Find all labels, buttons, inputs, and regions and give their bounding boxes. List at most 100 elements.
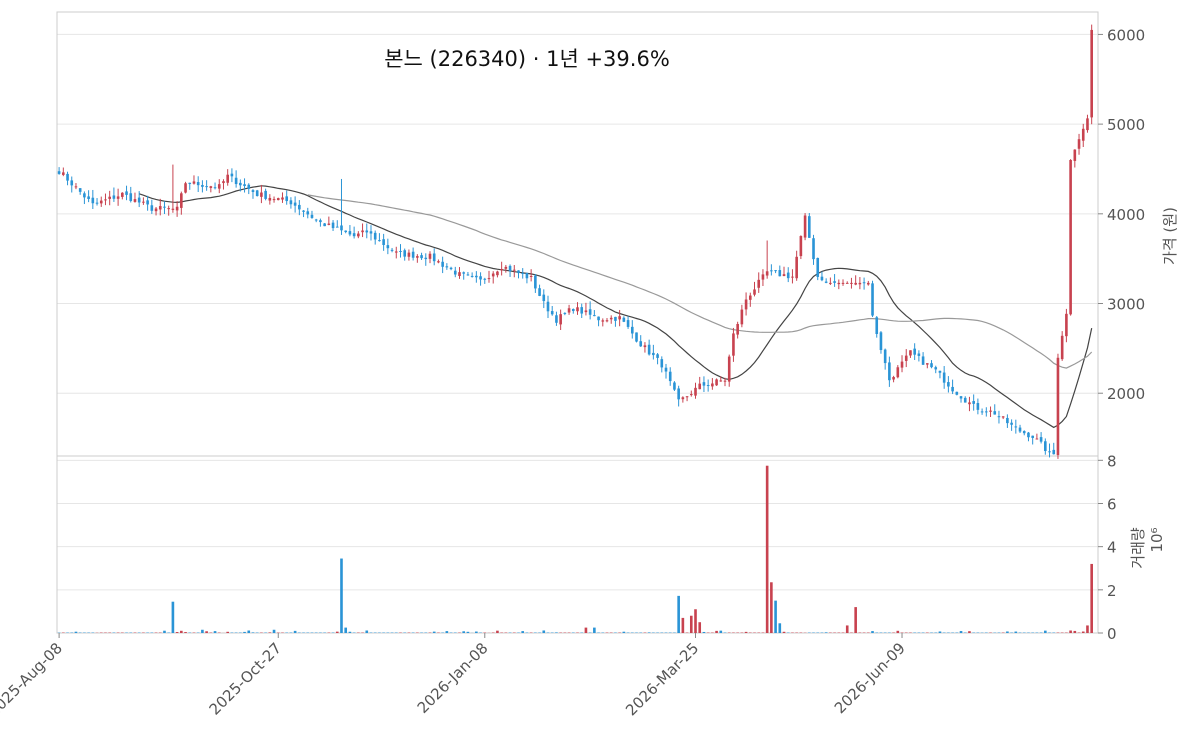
candle-body [943, 373, 946, 383]
candle-body [808, 216, 811, 238]
price-panel-frame [57, 12, 1098, 456]
candle-body [323, 223, 326, 226]
candle-body [736, 324, 739, 335]
grid [57, 34, 1098, 633]
candle-body [1015, 426, 1018, 427]
candle-body [698, 384, 701, 390]
candle [854, 275, 857, 285]
candle-body [993, 411, 996, 414]
candle-body [1006, 418, 1009, 423]
candle-body [235, 178, 238, 184]
candle-body [281, 197, 284, 199]
candle [454, 267, 457, 277]
candle-body [117, 196, 120, 198]
candle-body [129, 193, 132, 201]
candle-body [850, 283, 853, 284]
candle-body [159, 206, 162, 209]
price-tick-label: 3000 [1107, 296, 1145, 314]
volume-bar [682, 618, 685, 633]
candle [273, 196, 276, 202]
candle [134, 193, 137, 203]
candle-body [829, 283, 832, 284]
candle-body [821, 277, 824, 281]
candle-body [155, 209, 158, 212]
candle [926, 363, 929, 368]
candle [108, 191, 111, 205]
candle [151, 200, 154, 214]
candle-body [623, 318, 626, 322]
candle [374, 231, 377, 245]
candle [285, 190, 288, 204]
candle-body [87, 196, 90, 199]
volume-bar [269, 632, 272, 633]
volume-bars [58, 466, 1093, 633]
candle [698, 377, 701, 389]
candle [306, 208, 309, 218]
volume-bar [854, 607, 857, 633]
candle [833, 274, 836, 287]
candle-body [214, 187, 217, 188]
candle [319, 219, 322, 227]
candle-body [846, 283, 849, 284]
volume-bar [243, 632, 246, 633]
candle-body [424, 258, 427, 259]
candle [606, 318, 609, 322]
candle-body [526, 273, 529, 278]
candle-body [108, 197, 111, 199]
candle-body [724, 381, 727, 382]
candle-body [365, 230, 368, 232]
candle-body [332, 223, 335, 228]
candle [774, 270, 777, 273]
volume-bar [180, 631, 183, 633]
candle-body [462, 272, 465, 273]
candle [968, 397, 971, 411]
candle [290, 197, 293, 208]
candle-body [770, 270, 773, 271]
candle-body [677, 388, 680, 399]
candle [1048, 444, 1051, 458]
candle [981, 409, 984, 415]
price-tick-label: 5000 [1107, 116, 1145, 134]
candle-body [1065, 314, 1068, 336]
candle-body [749, 296, 752, 300]
candle [812, 235, 815, 265]
candle-body [867, 283, 870, 285]
candle-body [370, 231, 373, 233]
candle-body [800, 236, 803, 256]
candle-body [669, 372, 672, 381]
candle-body [711, 383, 714, 386]
candle [210, 186, 213, 192]
volume-bar [542, 630, 545, 633]
volume-bar [770, 582, 773, 633]
candle-body [627, 320, 630, 327]
candle [956, 392, 959, 396]
candlesticks [58, 25, 1093, 459]
candle-body [1044, 441, 1047, 451]
candle [635, 332, 638, 342]
candle-body [960, 396, 963, 398]
candle [201, 180, 204, 192]
candle [264, 189, 267, 201]
candle [252, 189, 255, 199]
candle-body [79, 188, 82, 192]
candle [580, 304, 583, 318]
candle [652, 345, 655, 360]
volume-bar [698, 622, 701, 633]
candle-body [113, 195, 116, 198]
volume-bar [163, 631, 166, 633]
candle [741, 305, 744, 327]
candle [707, 380, 710, 392]
candle [488, 271, 491, 283]
candle [829, 278, 832, 285]
candle [231, 168, 234, 182]
volume-bar [1082, 632, 1085, 633]
candle [808, 213, 811, 238]
date-tick-label: 2026-Mar-25 [622, 639, 702, 719]
candle-body [197, 182, 200, 185]
candle-body [353, 233, 356, 236]
candle [686, 396, 689, 401]
candle [871, 281, 874, 317]
candle [260, 185, 263, 203]
